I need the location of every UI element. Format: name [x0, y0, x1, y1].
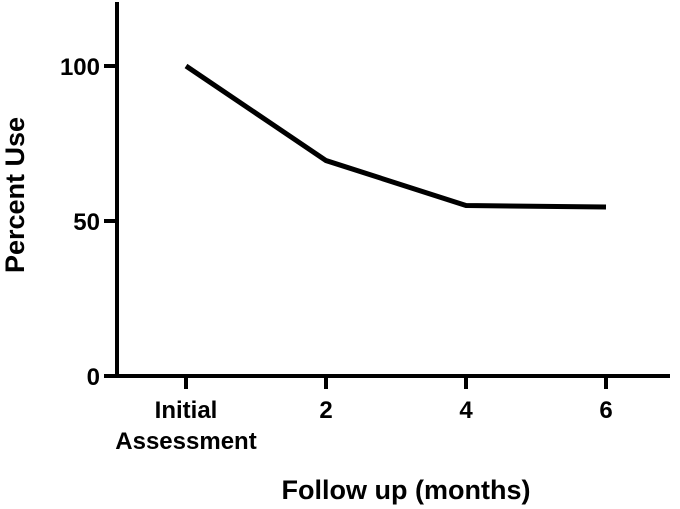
axes [115, 2, 670, 378]
x-tick-label-line: 4 [459, 397, 473, 424]
x-axis-label: Follow up (months) [282, 475, 531, 505]
x-tick-label: 6 [599, 397, 612, 424]
x-tick-label-line: 2 [319, 397, 332, 424]
x-tick-label: 2 [319, 397, 332, 424]
x-tick-label-line: 6 [599, 397, 612, 424]
x-ticks: Initial Assessment 2 4 6 [115, 376, 613, 455]
y-tick-label: 100 [60, 54, 100, 81]
series-layer [184, 63, 607, 210]
x-tick-label-line: Assessment [115, 428, 256, 455]
y-tick-label: 0 [87, 364, 100, 391]
y-tick-label: 50 [73, 209, 100, 236]
series-line [184, 63, 607, 210]
x-tick-label: Initial Assessment [115, 397, 256, 455]
y-axis-label: Percent Use [0, 117, 30, 273]
x-tick-label: 4 [459, 397, 473, 424]
y-ticks: 0 50 100 [60, 54, 117, 391]
x-tick-label-line: Initial [155, 397, 218, 424]
